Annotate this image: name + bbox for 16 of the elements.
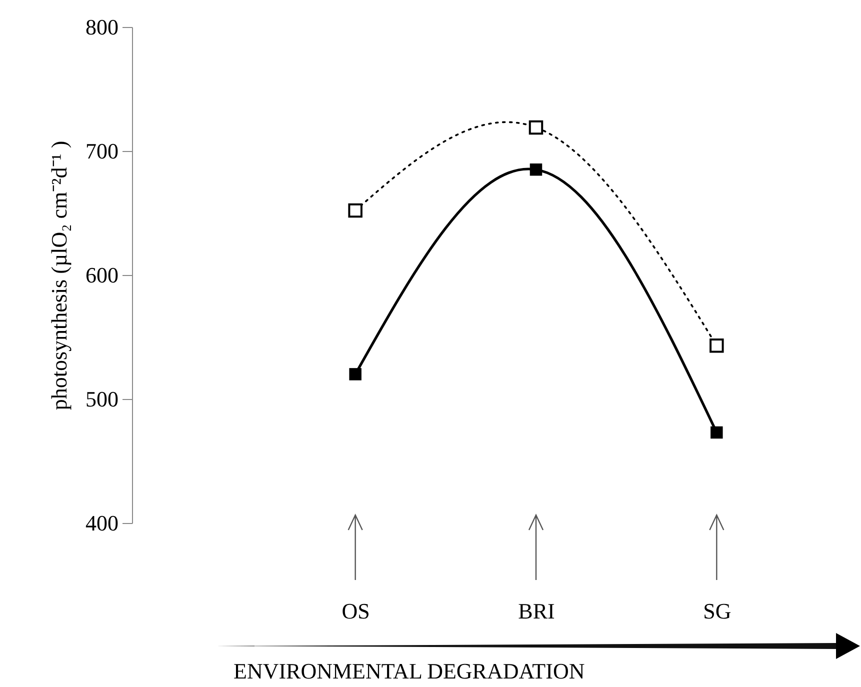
x-tick-label: SG [703,598,732,624]
y-tick-label: 500 [86,386,118,412]
point [530,163,542,176]
y-axis-title: photosynthesis (µlO₂ cm⁻²d⁻¹ ) [46,140,72,410]
y-tick-label: 800 [86,14,118,40]
point [349,368,362,380]
point [348,203,362,218]
y-tick-label: 700 [86,138,118,164]
point [710,426,723,439]
x-tick-label: BRI [518,598,555,624]
point [528,120,544,135]
y-tick-label: 600 [86,262,118,288]
x-tick-label: OS [342,598,370,624]
point [710,338,724,353]
y-tick-label: 400 [86,510,118,536]
x-axis-title: ENVIRONMENTAL DEGRADATION [234,658,585,684]
